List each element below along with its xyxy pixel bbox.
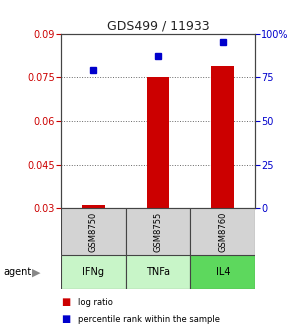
- Bar: [126, 208, 191, 255]
- Text: ■: ■: [61, 297, 70, 307]
- Title: GDS499 / 11933: GDS499 / 11933: [107, 19, 209, 33]
- Text: GSM8755: GSM8755: [153, 212, 163, 252]
- Text: percentile rank within the sample: percentile rank within the sample: [78, 315, 220, 324]
- Text: IFNg: IFNg: [82, 267, 104, 277]
- Text: IL4: IL4: [215, 267, 230, 277]
- Bar: [82, 205, 105, 208]
- Bar: [126, 255, 191, 289]
- Text: GSM8760: GSM8760: [218, 212, 227, 252]
- Bar: [61, 255, 126, 289]
- Bar: [61, 208, 126, 255]
- Text: log ratio: log ratio: [78, 298, 113, 307]
- Text: ▶: ▶: [32, 267, 40, 277]
- Bar: [191, 208, 255, 255]
- Text: GSM8750: GSM8750: [89, 212, 98, 252]
- Text: agent: agent: [3, 267, 31, 277]
- Text: TNFa: TNFa: [146, 267, 170, 277]
- Bar: [211, 66, 234, 208]
- Bar: [191, 255, 255, 289]
- Text: ■: ■: [61, 314, 70, 324]
- Bar: [147, 77, 169, 208]
